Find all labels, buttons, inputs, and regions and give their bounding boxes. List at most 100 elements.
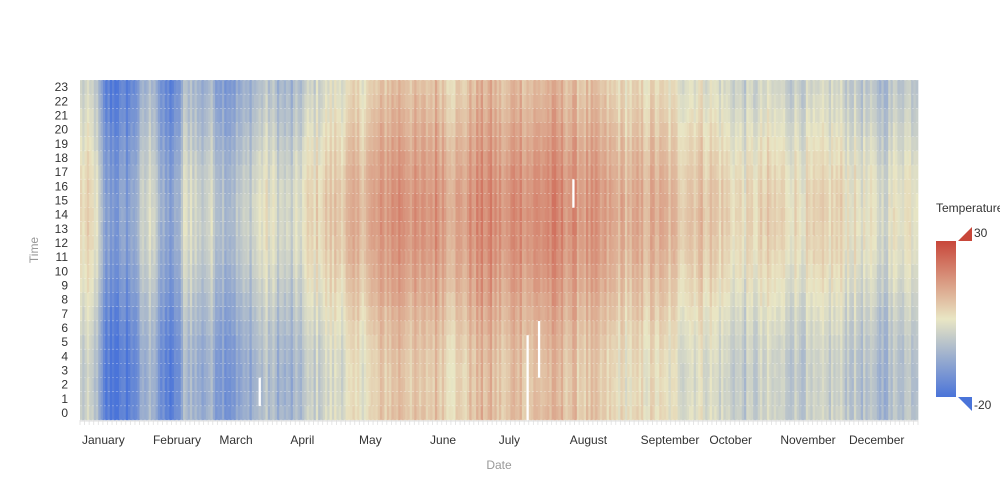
heatmap-cell [414,250,417,265]
heatmap-cell [221,179,225,194]
heatmap-cell [304,235,308,251]
heatmap-cell [347,363,351,378]
heatmap-cell [377,335,381,350]
heatmap-cell [375,349,378,364]
heatmap-cell [240,179,243,194]
heatmap-cell [247,235,250,251]
heatmap-cell [553,235,557,251]
heatmap-cell [414,264,417,279]
heatmap-cell [482,122,486,137]
heatmap-cell [327,405,330,421]
heatmap-cell [160,235,163,251]
heatmap-cell [352,122,356,137]
heatmap-cell [453,349,456,364]
heatmap-cell [249,235,253,251]
heatmap-cell [499,108,502,123]
heatmap-cell [164,94,168,109]
heatmap-cell [86,306,90,322]
heatmap-cell [496,235,500,251]
heatmap-cell [540,136,543,152]
heatmap-cell [402,391,406,407]
heatmap-cell [471,193,475,208]
heatmap-cell [494,320,498,336]
heatmap-cell [499,207,502,222]
heatmap-cell [212,221,216,237]
heatmap-cell [89,207,92,222]
heatmap-cell [320,335,324,350]
heatmap-cell [137,250,140,265]
heatmap-cell [505,94,509,109]
heatmap-cell [187,349,191,364]
heatmap-cell [199,165,202,180]
heatmap-cell [98,108,101,123]
heatmap-cell [219,235,223,251]
heatmap-cell [144,80,147,95]
heatmap-cell [183,165,186,180]
heatmap-cell [336,122,340,137]
heatmap-cell [153,349,156,364]
heatmap-cell [183,264,186,279]
heatmap-cell [519,306,523,322]
heatmap-cell [98,377,101,392]
heatmap-cell [480,292,484,307]
heatmap-cell [391,122,395,137]
heatmap-cell [382,193,385,208]
heatmap-cell [93,391,97,407]
heatmap-cell [256,221,259,237]
heatmap-cell [517,363,520,378]
heatmap-cell [437,250,440,265]
heatmap-cell [157,320,161,336]
heatmap-cell [466,108,470,123]
heatmap-cell [139,193,143,208]
heatmap-cell [517,264,520,279]
heatmap-cell [418,221,422,237]
heatmap-cell [324,278,328,293]
heatmap-cell [441,391,445,407]
heatmap-cell [302,250,305,265]
heatmap-cell [517,207,520,222]
heatmap-cell [540,377,543,392]
heatmap-cell [84,108,88,123]
heatmap-cell [327,221,330,237]
heatmap-cell [260,292,264,307]
heatmap-cell [187,335,191,350]
heatmap-cell [150,80,154,95]
heatmap-cell [320,405,324,421]
heatmap-cell [345,278,349,293]
heatmap-cell [139,221,143,237]
heatmap-cell [208,150,211,166]
heatmap-cell [377,221,381,237]
heatmap-cell [96,221,99,237]
heatmap-cell [322,264,326,279]
heatmap-cell [84,80,88,95]
heatmap-cell [210,320,214,336]
heatmap-cell [556,391,559,407]
heatmap-cell [515,292,518,307]
heatmap-cell [547,349,550,364]
heatmap-cell [102,179,106,194]
heatmap-cell [98,179,101,194]
heatmap-cell [203,221,207,237]
heatmap-cell [512,250,516,265]
heatmap-cell [448,235,452,251]
heatmap-cell [105,363,108,378]
heatmap-cell [341,278,344,293]
heatmap-cell [146,179,150,194]
heatmap-cell [391,292,395,307]
heatmap-cell [446,391,449,407]
heatmap-cell [121,405,124,421]
heatmap-cell [336,94,340,109]
heatmap-cell [176,335,179,350]
heatmap-cell [102,306,106,322]
heatmap-cell [368,193,372,208]
heatmap-cell [334,335,337,350]
heatmap-cell [400,264,404,279]
heatmap-cell [265,108,269,123]
heatmap-cell [292,264,296,279]
heatmap-cell [224,221,227,237]
heatmap-cell [270,250,273,265]
heatmap-cell [249,377,253,392]
heatmap-cell [123,377,127,392]
heatmap-cell [432,207,436,222]
heatmap-cell [224,391,227,407]
